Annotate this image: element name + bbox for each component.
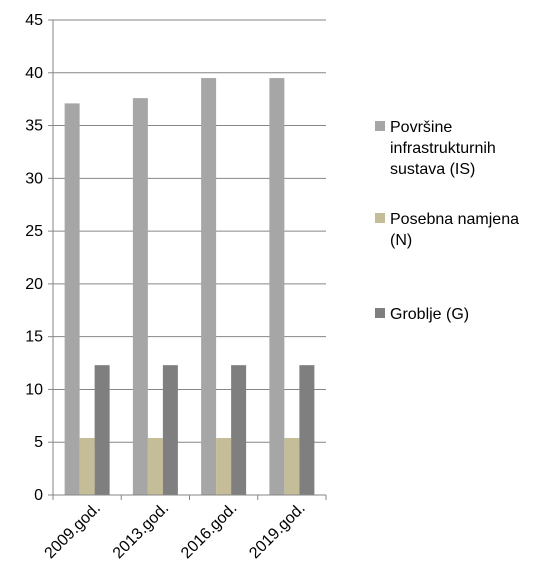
x-tick-label: 2016.god. [178,500,240,562]
bar [132,98,148,495]
legend-swatch [375,213,385,223]
bar [216,438,232,495]
legend-item: Posebna namjena (N) [375,211,519,249]
y-tick-label: 40 [25,65,43,82]
y-tick-label: 0 [34,487,43,504]
bar [79,438,95,495]
x-tick-label: 2009.god. [42,500,104,562]
legend-label: Posebna namjena (N) [390,211,519,249]
y-tick-labels: 0 5 10 15 20 25 30 35 40 45 [25,12,43,504]
axes [48,19,327,500]
legend-label: Površine infrastrukturnih sustava (IS) [390,119,496,178]
y-tick-label: 15 [25,329,43,346]
bar [299,365,315,495]
gridlines [53,19,326,443]
legend-swatch [375,121,385,131]
x-tick-label: 2019.god. [246,500,308,562]
y-tick-label: 45 [25,12,43,29]
legend-label: Groblje (G) [390,306,469,323]
bar [162,365,178,495]
bars [64,78,315,496]
y-tick-label: 30 [25,170,43,187]
y-tick-label: 35 [25,118,43,135]
y-tick-label: 10 [25,381,43,398]
legend: Površine infrastrukturnih sustava (IS) Pose… [375,119,519,323]
legend-item: Površine infrastrukturnih sustava (IS) [375,119,496,178]
bar [201,78,217,496]
y-tick-label: 20 [25,276,43,293]
bar [231,365,247,495]
bar [269,78,285,496]
y-tick-label: 5 [34,434,43,451]
y-tick-label: 25 [25,223,43,240]
bar [284,438,300,495]
x-tick-labels: 2009.god. 2013.god. 2016.god. 2019.god. [42,500,309,562]
legend-swatch [375,308,385,318]
bar [64,103,80,495]
bar [147,438,163,495]
bar [94,365,110,495]
legend-item: Groblje (G) [375,306,469,323]
x-tick-label: 2013.god. [110,500,172,562]
